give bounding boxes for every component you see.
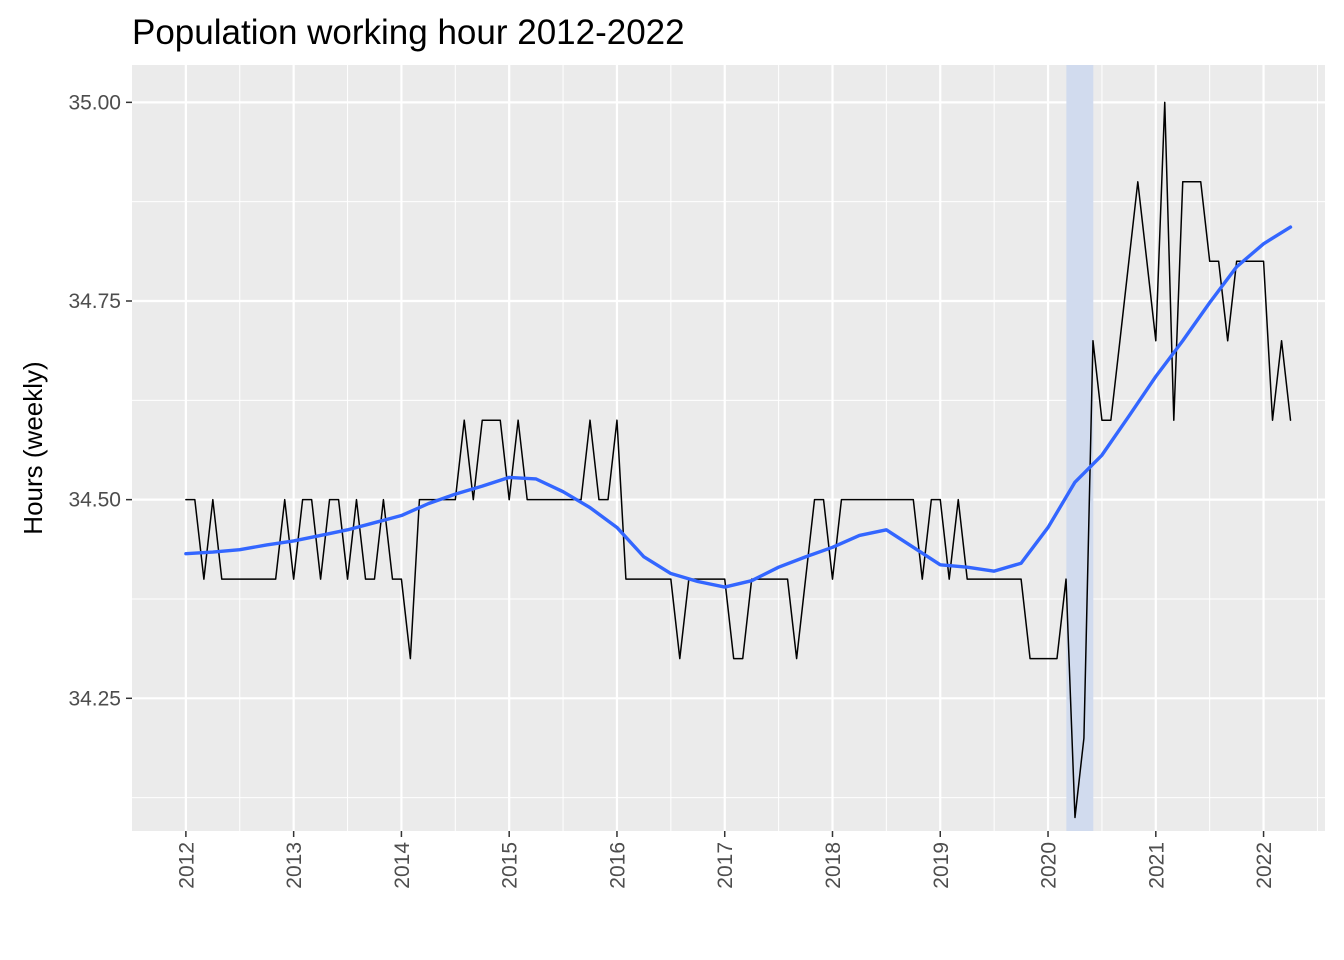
x-tick-label: 2013 [283,842,306,889]
y-tick-label: 34.50 [68,489,121,512]
x-tick-label: 2016 [606,842,629,889]
highlight-band [1066,65,1094,831]
y-axis-ticks: 34.25 34.50 34.75 35.00 [68,91,132,710]
x-tick-label: 2012 [175,842,198,889]
x-axis-ticks: 2012 2013 2014 2015 2016 2017 2018 2019 2020 2021… [175,831,1276,889]
minor-gridlines [132,65,1325,831]
x-tick-label: 2021 [1145,842,1168,889]
shaded-region-layer [1066,65,1094,831]
x-tick-label: 2015 [499,842,522,889]
y-tick-label: 34.25 [68,687,121,710]
series-line-trend [184,225,1293,589]
x-tick-label: 2019 [930,842,953,889]
series-line-hours [185,101,1292,819]
plot-panel [132,65,1325,831]
y-axis-label: Hours (weekly) [18,361,48,534]
y-tick-label: 34.75 [68,290,121,313]
series-layer [184,101,1293,819]
x-tick-label: 2014 [391,842,414,889]
x-tick-label: 2018 [822,842,845,889]
major-gridlines [132,65,1325,831]
x-tick-label: 2017 [714,842,737,889]
chart-title: Population working hour 2012-2022 [132,13,685,52]
y-tick-label: 35.00 [68,91,121,114]
x-tick-label: 2022 [1253,842,1276,889]
x-tick-label: 2020 [1038,842,1061,889]
